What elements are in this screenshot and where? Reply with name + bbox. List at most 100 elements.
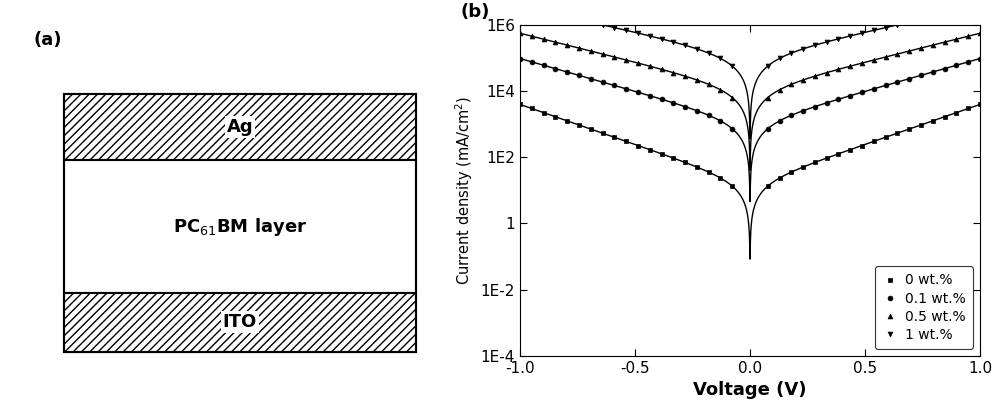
0 wt.% (538, 110, 550, 115)
0.1 wt.% (679, 104, 691, 109)
Text: ITO: ITO (223, 313, 257, 331)
1 wt.% (632, 31, 644, 36)
0.5 wt.% (844, 64, 856, 69)
0.5 wt.% (915, 45, 927, 50)
0.1 wt.% (950, 63, 962, 68)
0 wt.% (549, 114, 561, 119)
0.5 wt.% (774, 87, 786, 92)
0.5 wt.% (526, 34, 538, 38)
0.1 wt.% (644, 93, 656, 98)
0.5 wt.% (880, 54, 892, 59)
0 wt.% (667, 155, 679, 160)
0.5 wt.% (608, 54, 620, 59)
1 wt.% (514, 4, 526, 9)
0 wt.% (927, 118, 939, 123)
0.1 wt.% (762, 126, 774, 131)
0 wt.% (962, 106, 974, 111)
0.1 wt.% (573, 73, 585, 78)
0 wt.% (608, 135, 620, 140)
0 wt.% (880, 135, 892, 140)
1 wt.% (561, 14, 573, 19)
0.5 wt.% (726, 95, 738, 100)
1 wt.% (950, 9, 962, 14)
0.5 wt.% (585, 49, 597, 54)
0.1 wt.% (549, 66, 561, 71)
1 wt.% (726, 64, 738, 69)
1 wt.% (703, 51, 715, 56)
0.1 wt.% (868, 86, 880, 91)
0 wt.% (856, 143, 868, 148)
0.5 wt.% (679, 74, 691, 79)
0.5 wt.% (762, 95, 774, 100)
0.1 wt.% (726, 126, 738, 131)
0 wt.% (844, 147, 856, 152)
0 wt.% (762, 184, 774, 189)
0 wt.% (514, 102, 526, 107)
1 wt.% (974, 4, 986, 9)
0.5 wt.% (927, 43, 939, 47)
1 wt.% (608, 25, 620, 30)
1 wt.% (644, 34, 656, 38)
0 wt.% (714, 175, 726, 180)
0 wt.% (903, 127, 915, 132)
Text: PC$_{61}$BM layer: PC$_{61}$BM layer (173, 216, 307, 238)
1 wt.% (939, 12, 951, 17)
0 wt.% (785, 170, 797, 175)
1 wt.% (656, 36, 668, 41)
1 wt.% (691, 47, 703, 52)
0.1 wt.% (903, 76, 915, 81)
0.5 wt.% (950, 37, 962, 42)
0.5 wt.% (868, 58, 880, 63)
1 wt.% (856, 31, 868, 36)
0.5 wt.% (962, 34, 974, 38)
0 wt.% (656, 151, 668, 156)
0.5 wt.% (620, 58, 632, 63)
0 wt.% (726, 184, 738, 189)
0.5 wt.% (821, 70, 833, 75)
1 wt.% (821, 39, 833, 44)
1 wt.% (891, 22, 903, 27)
0.1 wt.% (880, 83, 892, 88)
1 wt.% (880, 25, 892, 30)
0 wt.% (797, 164, 809, 169)
0 wt.% (526, 106, 538, 111)
0 wt.% (561, 118, 573, 123)
0.1 wt.% (585, 76, 597, 81)
Y-axis label: Current density (mA/cm$^2$): Current density (mA/cm$^2$) (454, 96, 475, 285)
Bar (64, 160, 416, 293)
0.1 wt.% (667, 100, 679, 105)
0.5 wt.% (974, 31, 986, 36)
1 wt.% (667, 39, 679, 44)
0 wt.% (620, 139, 632, 144)
0 wt.% (774, 175, 786, 180)
1 wt.% (714, 56, 726, 61)
1 wt.% (573, 17, 585, 22)
0.5 wt.% (714, 87, 726, 92)
0.1 wt.% (561, 70, 573, 74)
0.5 wt.% (632, 61, 644, 65)
0 wt.% (703, 170, 715, 175)
1 wt.% (762, 64, 774, 69)
0.1 wt.% (821, 100, 833, 105)
1 wt.% (526, 7, 538, 11)
0.5 wt.% (856, 61, 868, 65)
0 wt.% (974, 102, 986, 107)
0 wt.% (915, 122, 927, 127)
0.1 wt.% (538, 63, 550, 68)
0.1 wt.% (809, 104, 821, 109)
0 wt.% (597, 131, 609, 136)
0.1 wt.% (974, 56, 986, 61)
0.5 wt.% (667, 70, 679, 75)
0.5 wt.% (561, 43, 573, 47)
0.1 wt.% (608, 83, 620, 88)
0 wt.% (691, 164, 703, 169)
1 wt.% (585, 20, 597, 25)
X-axis label: Voltage (V): Voltage (V) (693, 381, 807, 399)
0.5 wt.% (538, 37, 550, 42)
Text: (a): (a) (33, 31, 62, 49)
Text: (b): (b) (460, 3, 490, 21)
0.5 wt.% (656, 67, 668, 72)
0.1 wt.% (927, 70, 939, 74)
0.1 wt.% (632, 90, 644, 95)
1 wt.% (832, 36, 844, 41)
